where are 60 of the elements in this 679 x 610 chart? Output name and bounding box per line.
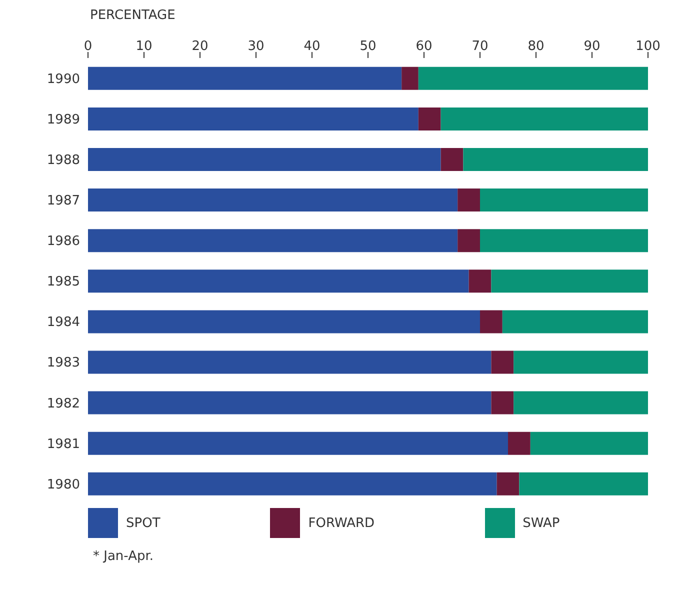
x-tick-label: 100 [636,39,660,54]
bar [88,350,492,374]
bar [418,107,441,130]
bar [458,188,480,212]
y-tick-label: 1980 [46,477,80,492]
bar [440,107,648,130]
x-tick-label: 10 [136,39,152,54]
bar [491,350,514,374]
bar [491,270,648,293]
y-tick-label: 1990 [46,72,80,87]
y-tick-label: 1983 [46,356,80,371]
bar [491,391,514,414]
bar [496,472,520,496]
bar [468,270,492,293]
bar [88,391,492,414]
x-tick-label: 20 [192,39,208,54]
legend-label: FORWARD [308,516,375,530]
bar [514,350,648,374]
x-tick-label: 0 [84,39,92,54]
bar [514,391,648,414]
y-tick-label: 1981 [46,436,80,452]
x-tick-label: 90 [584,39,600,54]
x-tick-label: 80 [528,39,544,54]
bar [480,310,502,334]
y-tick-label: 1986 [46,234,80,250]
legend-label: SWAP [522,516,560,530]
bar [530,432,648,455]
x-tick-label: 70 [472,39,488,54]
x-tick-label: 40 [304,39,320,54]
bar [418,66,648,90]
bar [88,432,508,455]
bar [88,188,458,212]
bar [402,66,418,90]
bar [463,148,648,172]
bar [88,270,469,293]
bar [88,472,497,496]
bar [502,310,648,334]
bar [480,229,648,252]
bar [88,148,441,172]
bar [440,148,464,172]
bar [88,107,418,130]
y-tick-label: 1988 [46,152,80,168]
bar [519,472,648,496]
y-tick-label: 1985 [46,274,80,290]
x-tick-label: 30 [248,39,264,54]
bar [88,66,402,90]
bar [88,310,480,334]
y-tick-label: 1987 [46,194,80,209]
bar [508,432,530,455]
x-axis-title: PERCENTAGE [90,8,176,23]
text: * Jan-Apr. [93,549,155,564]
bar [480,188,648,212]
y-tick-label: 1989 [46,112,80,128]
bar [88,229,458,252]
bar [458,229,480,252]
x-tick-label: 60 [416,39,432,54]
y-tick-label: 1984 [46,315,80,330]
y-tick-label: 1982 [46,396,80,412]
legend-label: SPOT [126,516,160,530]
x-tick-label: 50 [360,39,376,54]
